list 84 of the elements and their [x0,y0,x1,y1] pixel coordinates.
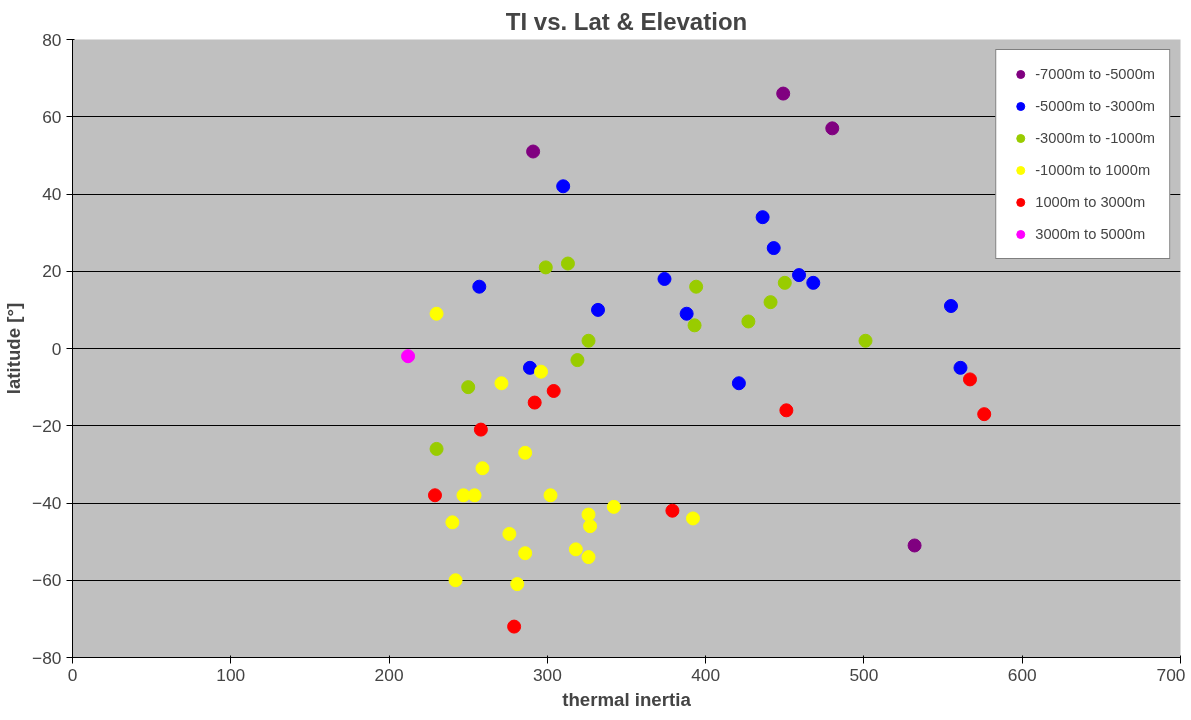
point [755,210,770,225]
point [657,271,672,286]
x-tick-label: 0 [67,664,78,685]
chart-title: TI vs. Lat & Elevation [505,7,748,35]
point [570,353,585,368]
y-tick-label: −20 [32,415,62,436]
legend-label: -5000m to -3000m [1035,98,1155,114]
point [583,519,598,534]
point [461,380,476,395]
point [581,550,596,565]
point [806,275,821,290]
point [962,372,977,387]
legend-label: 3000m to 5000m [1035,226,1146,242]
y-tick-label: −40 [32,493,62,513]
point [538,260,553,275]
point [507,619,522,634]
x-tick-label: 300 [532,664,562,685]
point [473,422,488,437]
point [766,241,781,256]
point [456,488,471,503]
x-tick-label: 600 [1007,664,1037,685]
y-tick-label: 60 [42,106,62,127]
x-tick-label: 400 [691,664,721,685]
y-axis-title: latitude [°] [3,302,25,395]
point [429,306,444,321]
point [518,546,533,561]
point [907,538,922,553]
point [606,499,621,514]
point [502,526,517,541]
point [494,376,509,391]
y-tick-label: 20 [42,261,62,282]
point [445,515,460,530]
legend-label: -1000m to 1000m [1035,162,1151,178]
point [825,121,840,136]
point [779,403,794,418]
point [568,542,583,557]
point [665,503,680,518]
point [687,318,702,333]
legend-label: -7000m to -5000m [1035,66,1155,82]
point [943,299,958,313]
point [685,511,700,526]
point [401,349,416,364]
point [581,507,596,522]
point [429,441,444,456]
y-tick-label: 0 [51,338,62,359]
y-tick-label: 40 [42,184,62,204]
point [526,144,541,159]
x-tick-label: 200 [374,664,404,685]
point [977,407,992,422]
legend-label: -3000m to -1000m [1035,130,1155,146]
point [858,333,873,348]
x-tick-label: 500 [849,664,879,685]
point [792,268,807,283]
point [679,306,694,321]
point [522,360,537,375]
point [534,364,549,379]
y-tick-label: −60 [32,570,62,591]
legend-label: 1000m to 3000m [1035,194,1146,210]
point [556,179,571,194]
point [731,376,746,391]
x-tick-label: 100 [216,664,246,685]
point [472,279,487,294]
point [448,573,463,588]
point [475,461,490,476]
point [510,577,525,592]
point [689,279,704,294]
x-axis-title: thermal inertia [562,688,692,710]
point [560,256,575,271]
point [581,333,596,348]
point [467,488,482,503]
point [777,275,792,290]
point [763,295,778,310]
point [427,488,442,503]
y-tick-label: 80 [42,29,62,50]
point [591,302,606,317]
point [953,360,968,375]
point [527,395,542,410]
x-tick-label: 700 [1156,664,1186,685]
point [543,488,558,503]
point [546,384,561,398]
point [776,86,791,101]
point [518,445,533,460]
y-tick-label: −80 [32,647,62,668]
point [741,314,756,329]
